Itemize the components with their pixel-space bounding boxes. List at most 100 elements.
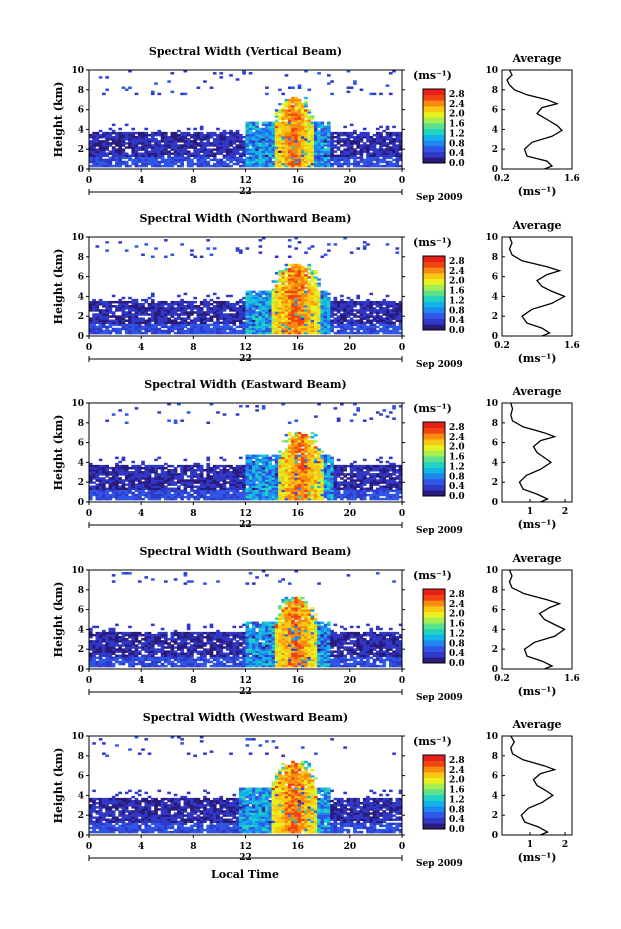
heatmap-cell bbox=[124, 311, 129, 314]
heatmap-cell bbox=[356, 311, 361, 314]
heatmap-cell bbox=[323, 125, 328, 129]
heatmap-cell bbox=[349, 86, 354, 89]
heatmap-cell bbox=[157, 152, 162, 155]
heatmap-cell bbox=[366, 300, 370, 304]
heatmap-cell bbox=[108, 309, 113, 312]
heatmap-cell bbox=[95, 477, 100, 480]
heatmap-cell bbox=[209, 309, 214, 312]
heatmap-cell bbox=[291, 497, 295, 501]
heatmap-cell bbox=[317, 329, 321, 333]
heatmap-cell bbox=[372, 146, 377, 149]
heatmap-cell bbox=[330, 311, 334, 314]
heatmap-cell bbox=[265, 140, 269, 143]
heatmap-cell bbox=[340, 156, 344, 160]
heatmap-cell bbox=[131, 460, 136, 464]
heatmap-cell bbox=[121, 313, 126, 316]
x-tick-label: 0 bbox=[86, 176, 92, 186]
heatmap-cell bbox=[287, 309, 292, 312]
heatmap-cell bbox=[392, 154, 396, 158]
heatmap-cell bbox=[245, 144, 250, 147]
heatmap-cell bbox=[307, 313, 312, 316]
heatmap-cell bbox=[147, 309, 152, 312]
heatmap-cell bbox=[304, 160, 308, 164]
heatmap-cell bbox=[180, 309, 184, 312]
heatmap-cell bbox=[271, 471, 276, 474]
heatmap-cell bbox=[229, 321, 233, 325]
heatmap-cell bbox=[313, 497, 318, 501]
heatmap-cell bbox=[261, 319, 266, 322]
y-tick-label: 4 bbox=[78, 292, 84, 302]
heatmap-cell bbox=[102, 481, 106, 484]
heatmap-cell bbox=[284, 294, 289, 298]
heatmap-cell bbox=[278, 298, 282, 302]
heatmap-cell bbox=[278, 483, 282, 486]
heatmap-cell bbox=[128, 305, 132, 308]
heatmap-cell bbox=[111, 327, 116, 331]
heatmap-cell bbox=[212, 152, 217, 155]
heatmap-cell bbox=[258, 136, 263, 139]
heatmap-cell bbox=[268, 487, 272, 491]
heatmap-cell bbox=[343, 156, 347, 160]
heatmap-cell bbox=[150, 162, 155, 166]
colorbar-segment bbox=[423, 290, 445, 297]
heatmap-cell bbox=[229, 327, 233, 331]
heatmap-cell bbox=[95, 329, 100, 333]
heatmap-cell bbox=[128, 313, 132, 316]
heatmap-cell bbox=[229, 129, 233, 133]
heatmap-cell bbox=[98, 491, 103, 495]
heatmap-cell bbox=[271, 298, 276, 302]
heatmap-cell bbox=[173, 303, 178, 306]
heatmap-cell bbox=[362, 315, 367, 318]
heatmap-cell bbox=[105, 305, 109, 308]
heatmap-cell bbox=[248, 156, 253, 160]
heatmap-cell bbox=[261, 405, 266, 408]
heatmap-cell bbox=[294, 290, 299, 294]
heatmap-cell bbox=[118, 136, 122, 139]
heatmap-cell bbox=[115, 305, 119, 308]
heatmap-cell bbox=[271, 288, 276, 292]
heatmap-cell bbox=[124, 315, 129, 318]
heatmap-cell bbox=[232, 131, 237, 135]
heatmap-cell bbox=[291, 105, 295, 108]
heatmap-cell bbox=[232, 495, 237, 499]
heatmap-cell bbox=[278, 311, 282, 314]
heatmap-cell bbox=[242, 307, 246, 310]
heatmap-cell bbox=[287, 160, 292, 164]
heatmap-cell bbox=[385, 315, 390, 318]
heatmap-cell bbox=[258, 475, 263, 478]
heatmap-cell bbox=[297, 481, 302, 484]
heatmap-cell bbox=[369, 307, 374, 310]
heatmap-cell bbox=[366, 162, 370, 166]
heatmap-cell bbox=[261, 123, 266, 127]
heatmap-cell bbox=[297, 309, 302, 312]
heatmap-cell bbox=[388, 156, 393, 160]
heatmap-cell bbox=[95, 475, 100, 478]
heatmap-cell bbox=[124, 329, 129, 333]
heatmap-cell bbox=[385, 305, 390, 308]
heatmap-cell bbox=[297, 125, 302, 129]
heatmap-cell bbox=[284, 456, 289, 460]
heatmap-cell bbox=[95, 156, 100, 160]
heatmap-cell bbox=[330, 136, 334, 139]
heatmap-cell bbox=[294, 152, 299, 155]
heatmap-cell bbox=[108, 329, 113, 333]
heatmap-cell bbox=[235, 307, 240, 310]
heatmap-cell bbox=[304, 96, 308, 100]
heatmap-cell bbox=[313, 154, 318, 158]
heatmap-cell bbox=[385, 321, 390, 325]
heatmap-cell bbox=[287, 307, 292, 310]
heatmap-cell bbox=[131, 325, 136, 329]
heatmap-cell bbox=[232, 138, 237, 141]
heatmap-cell bbox=[248, 315, 253, 318]
heatmap-cell bbox=[242, 479, 246, 482]
heatmap-cell bbox=[248, 479, 253, 482]
heatmap-cell bbox=[392, 133, 396, 137]
heatmap-cell bbox=[190, 160, 194, 164]
heatmap-cell bbox=[307, 148, 312, 151]
heatmap-cell bbox=[177, 327, 181, 331]
heatmap-cell bbox=[284, 286, 289, 289]
heatmap-cell bbox=[222, 164, 227, 168]
heatmap-cell bbox=[274, 331, 279, 335]
heatmap-cell bbox=[284, 115, 289, 118]
heatmap-cell bbox=[196, 319, 201, 322]
